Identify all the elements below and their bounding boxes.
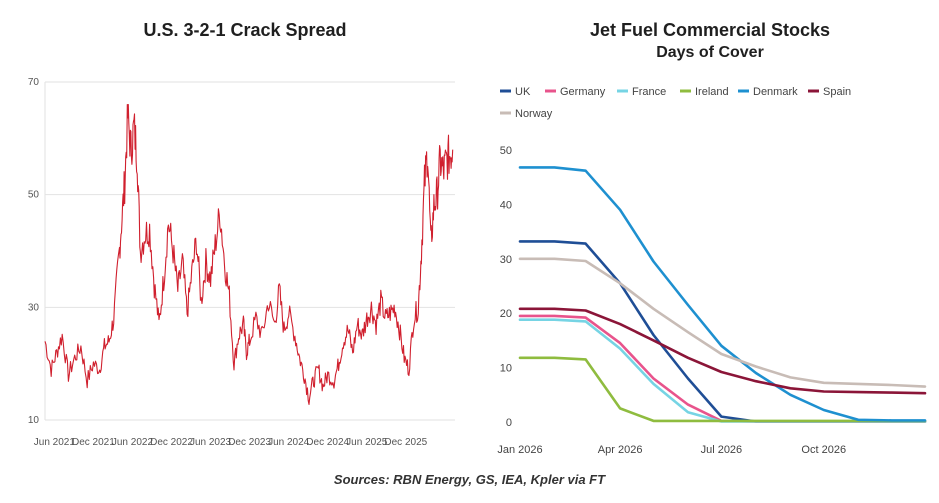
crack-y-tick-label: 70 — [28, 77, 40, 88]
jet-x-tick-label: Jan 2026 — [497, 444, 542, 456]
jet-series — [518, 166, 927, 423]
jet-y-tick-label: 50 — [500, 145, 512, 157]
jet-y-tick-label: 10 — [500, 363, 512, 375]
legend-label-spain: Spain — [823, 86, 851, 98]
crack-x-tick-label: Dec 2022 — [150, 437, 193, 448]
crack-x-tick-label: Jun 2024 — [268, 437, 310, 448]
crack-x-tick-label: Dec 2023 — [228, 437, 271, 448]
crack-spread-line — [44, 103, 454, 405]
legend-label-france: France — [632, 86, 666, 98]
jet-x-tick-label: Oct 2026 — [801, 444, 846, 456]
jet-line-norway — [518, 257, 927, 388]
jet-y-tick-label: 0 — [506, 417, 512, 429]
legend-label-ireland: Ireland — [695, 86, 729, 98]
jet-x-tick-labels: Jan 2026 Apr 2026 Jul 2026 Oct 2026 — [497, 444, 846, 456]
crack-gridlines — [44, 81, 455, 421]
source-note: Sources: RBN Energy, GS, IEA, Kpler via … — [333, 472, 606, 487]
jet-legend: UK Germany France Ireland Denmark Spain Norway — [500, 86, 851, 120]
jet-x-tick-label: Jul 2026 — [701, 444, 743, 456]
jet-y-tick-label: 20 — [500, 308, 512, 320]
jet-y-tick-label: 40 — [500, 199, 512, 211]
legend-label-denmark: Denmark — [753, 86, 798, 98]
crack-x-tick-label: Jun 2022 — [112, 437, 154, 448]
jet-line-ireland — [518, 356, 927, 423]
jet-line-denmark — [518, 166, 927, 422]
crack-y-tick-label: 30 — [28, 302, 40, 313]
crack-x-tick-label: Jun 2025 — [346, 437, 388, 448]
jet-fuel-title: Jet Fuel Commercial Stocks — [589, 20, 831, 40]
jet-line-france — [518, 318, 927, 423]
crack-x-tick-label: Dec 2025 — [384, 437, 427, 448]
legend-label-norway: Norway — [515, 108, 553, 120]
crack-y-tick-labels: 10 30 50 70 — [28, 77, 40, 426]
crack-spread-title: U.S. 3-2-1 Crack Spread — [143, 20, 347, 40]
crack-x-tick-label: Jun 2021 — [34, 437, 76, 448]
jet-line-germany — [518, 314, 927, 423]
legend-label-uk: UK — [515, 86, 531, 98]
crack-y-tick-label: 10 — [28, 415, 40, 426]
crack-x-tick-label: Jun 2023 — [190, 437, 232, 448]
crack-series — [44, 103, 454, 405]
crack-y-tick-label: 50 — [28, 190, 40, 201]
jet-line-spain — [518, 307, 927, 395]
jet-y-tick-label: 30 — [500, 254, 512, 266]
crack-x-tick-label: Dec 2021 — [72, 437, 115, 448]
jet-x-tick-label: Apr 2026 — [598, 444, 643, 456]
jet-line-uk — [518, 240, 927, 423]
crack-x-tick-label: Dec 2024 — [306, 437, 349, 448]
legend-label-germany: Germany — [560, 86, 606, 98]
jet-y-tick-labels: 0 10 20 30 40 50 — [500, 145, 512, 429]
jet-fuel-subtitle: Days of Cover — [656, 44, 764, 61]
